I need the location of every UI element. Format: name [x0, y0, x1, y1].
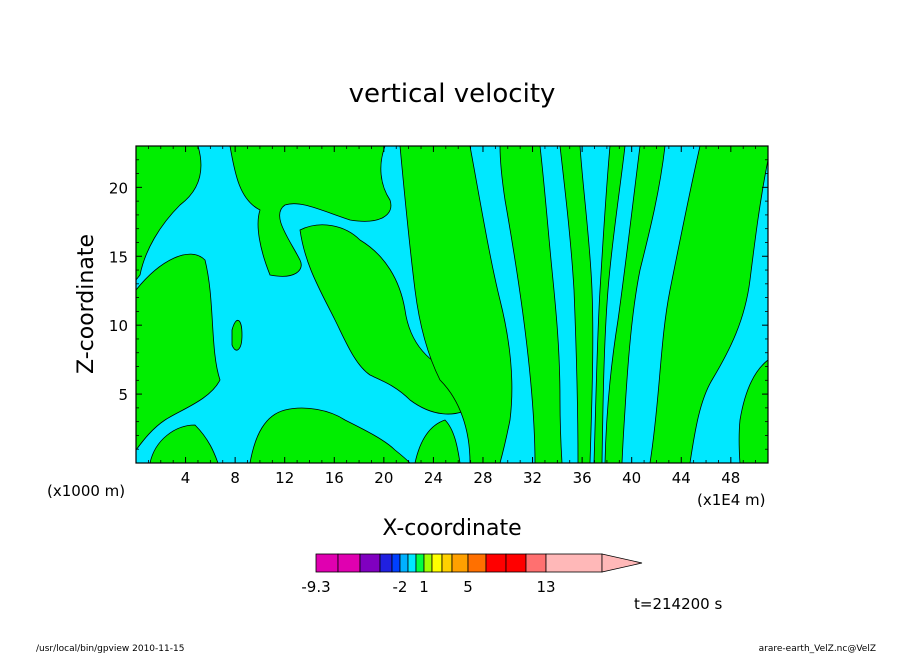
positive-region [499, 146, 563, 463]
positive-region [414, 419, 461, 463]
positive-region [249, 407, 411, 463]
chart-title: vertical velocity [349, 79, 556, 109]
colorbar-segment [391, 553, 401, 573]
colorbar-label: 5 [463, 578, 473, 596]
positive-region [593, 146, 626, 463]
colorbar-label: -9.3 [301, 578, 330, 596]
x-tick-label: 16 [325, 469, 344, 487]
colorbar-label: 1 [419, 578, 429, 596]
x-tick-label: 12 [275, 469, 294, 487]
positive-region [136, 146, 202, 281]
positive-region [231, 320, 243, 351]
colorbar-segment [337, 553, 361, 573]
y-tick-label: 5 [118, 386, 128, 404]
colorbar-segment [505, 553, 527, 573]
colorbar-arrow [601, 553, 643, 573]
x-tick-label: 48 [721, 469, 740, 487]
x-tick-label: 20 [374, 469, 393, 487]
positive-region [559, 146, 594, 463]
colorbar-segment [525, 553, 547, 573]
x-tick-label: 36 [573, 469, 592, 487]
x-tick-label: 40 [622, 469, 641, 487]
contour-fields [136, 146, 768, 463]
footer-left: /usr/local/bin/gpview 2010-11-15 [36, 644, 184, 654]
x-tick-label: 44 [672, 469, 691, 487]
colorbar-segment [467, 553, 487, 573]
y-tick-label: 20 [109, 179, 128, 197]
colorbar-segment [451, 553, 469, 573]
colorbar-label: -2 [393, 578, 408, 596]
x-tick-label: 24 [424, 469, 443, 487]
x-tick-label: 4 [181, 469, 191, 487]
colorbar-segment [545, 553, 603, 573]
x-unit-right: (x1E4 m) [697, 491, 766, 509]
colorbar-segment [399, 553, 409, 573]
positive-region [136, 253, 221, 451]
positive-region [604, 146, 666, 463]
y-tick-label: 10 [109, 317, 128, 335]
colorbar-segment [407, 553, 417, 573]
x-tick-label: 32 [523, 469, 542, 487]
colorbar-segment [485, 553, 507, 573]
colorbar-segment [379, 553, 393, 573]
positive-region [738, 359, 768, 463]
positive-region [149, 424, 219, 463]
y-tick-label: 15 [109, 248, 128, 266]
positive-region [229, 146, 392, 277]
x-axis-label: X-coordinate [382, 516, 521, 541]
colorbar-segment [423, 553, 433, 573]
positive-region [649, 146, 768, 463]
x-unit-left: (x1000 m) [47, 482, 125, 500]
colorbar-label: 13 [536, 578, 555, 596]
y-axis: 5 10 15 20 [109, 159, 768, 450]
time-label: t=214200 s [634, 595, 722, 613]
colorbar-segment [315, 553, 339, 573]
colorbar-segment [415, 553, 425, 573]
x-axis: 4 8 12 16 20 24 28 32 36 40 44 48 [147, 146, 757, 487]
positive-region [399, 146, 513, 463]
colorbar-segment [431, 553, 443, 573]
colorbar-segment [359, 553, 381, 573]
plot-frame [135, 145, 769, 464]
x-tick-label: 28 [473, 469, 492, 487]
colorbar: -9.3 -2 1 5 13 [301, 553, 643, 596]
footer-right: arare-earth_VelZ.nc@VelZ [759, 644, 876, 654]
y-axis-label: Z-coordinate [74, 234, 99, 374]
colorbar-segment [441, 553, 453, 573]
x-tick-label: 8 [230, 469, 240, 487]
